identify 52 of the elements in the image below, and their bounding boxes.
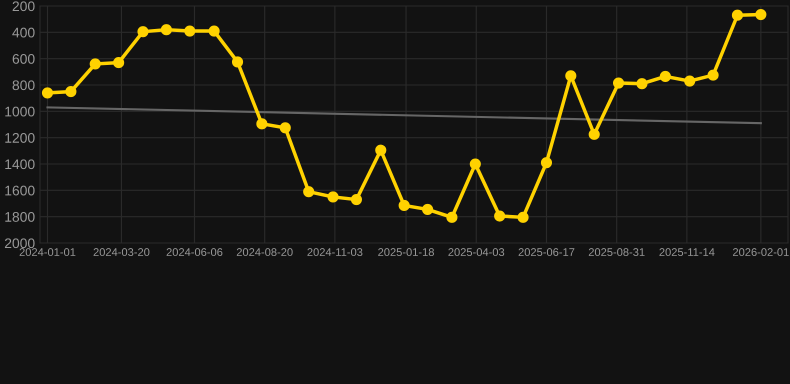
x-tick-label: 2024-06-06	[166, 248, 222, 256]
x-tick-label: 2025-08-31	[588, 248, 645, 256]
point	[65, 86, 76, 98]
point	[470, 158, 481, 170]
point	[208, 25, 220, 37]
point	[398, 200, 410, 212]
point	[303, 186, 314, 198]
point	[494, 210, 506, 222]
y-tick-label: 1800	[5, 212, 35, 222]
point	[755, 9, 766, 20]
y-tick-label: 1200	[5, 133, 35, 143]
x-tick-label: 2024-03-20	[94, 248, 150, 256]
y-tick-label: 1600	[5, 186, 35, 196]
point	[113, 57, 124, 68]
x-tick-label: 2025-06-17	[518, 248, 574, 256]
point	[42, 87, 54, 98]
point	[708, 70, 719, 81]
x-tick-label: 2025-11-14	[659, 248, 715, 256]
x-tick-label: 2026-02-01	[732, 248, 789, 256]
point	[565, 70, 576, 82]
point	[588, 128, 600, 140]
y-tick-label: 600	[12, 54, 35, 64]
point	[660, 70, 671, 82]
x-tick-label: 2024-08-20	[236, 248, 293, 256]
x-tick-label: 2025-04-03	[448, 248, 504, 256]
y-tick-label: 200	[12, 1, 35, 12]
point	[446, 212, 458, 223]
point	[732, 10, 744, 21]
y-tick-label: 1000	[5, 106, 35, 117]
point	[232, 56, 244, 68]
point	[540, 157, 552, 168]
point	[636, 78, 648, 90]
point	[256, 118, 268, 130]
point	[184, 25, 196, 37]
point	[160, 24, 172, 36]
point	[518, 212, 529, 223]
point	[327, 191, 339, 202]
x-tick-label: 2024-01-01	[20, 248, 76, 256]
point	[137, 26, 149, 38]
point	[422, 204, 434, 215]
y-tick-label: 400	[12, 28, 35, 38]
point	[684, 75, 696, 87]
y-tick-label: 2000	[4, 238, 35, 248]
point	[612, 77, 624, 89]
x-tick-label: 2025-01-18	[378, 248, 434, 256]
point	[90, 58, 101, 70]
y-tick-label: 1400	[5, 159, 35, 170]
point	[280, 122, 291, 134]
point	[375, 144, 386, 156]
x-tick-label: 2024-11-03	[307, 248, 362, 256]
point	[350, 194, 362, 206]
y-tick-label: 800	[12, 80, 35, 90]
